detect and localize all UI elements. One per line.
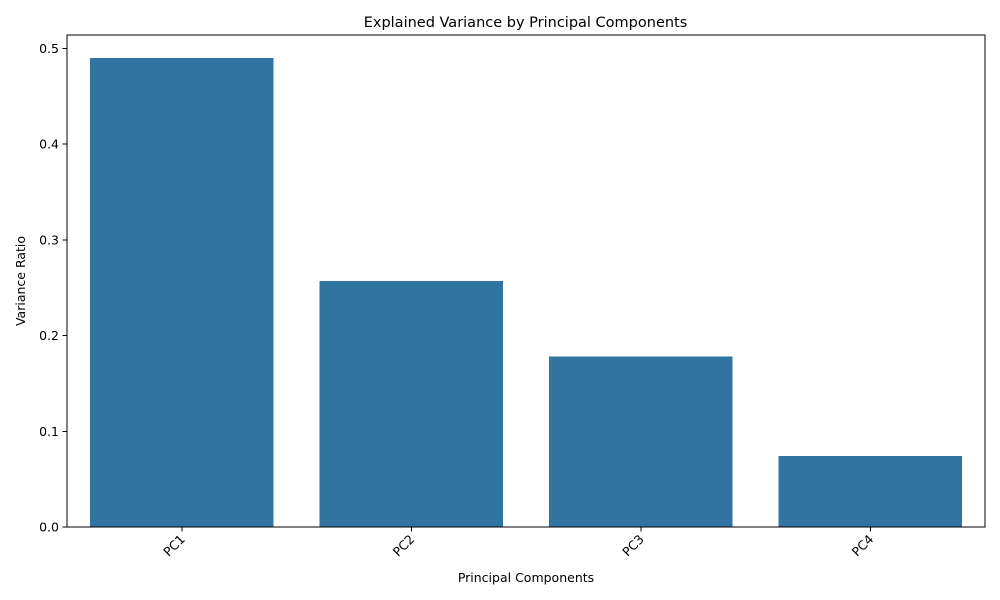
bar-pc4 (778, 456, 963, 527)
y-tick-label: 0.5 (39, 41, 59, 56)
x-tick-label: PC3 (619, 532, 647, 560)
y-tick-label: 0.3 (39, 232, 59, 247)
x-tick-label: PC1 (160, 532, 188, 560)
x-tick-label: PC2 (390, 532, 418, 560)
bar-pc1 (89, 57, 274, 527)
bars-group (89, 57, 963, 527)
x-axis-label: Principal Components (458, 570, 594, 585)
bar-pc3 (548, 356, 733, 527)
y-tick-label: 0.2 (39, 328, 59, 343)
x-tick-label: PC4 (849, 531, 877, 559)
y-tick-label: 0.0 (39, 520, 59, 535)
x-axis-ticks: PC1 PC2 PC3 PC4 (160, 527, 876, 559)
plot-frame (66, 34, 986, 528)
y-tick-label: 0.1 (39, 424, 59, 439)
y-tick-label: 0.4 (39, 137, 59, 152)
chart-title: Explained Variance by Principal Componen… (364, 15, 688, 31)
y-axis-label: Variance Ratio (13, 236, 28, 326)
y-axis-ticks: 0.0 0.1 0.2 0.3 0.4 0.5 (39, 41, 67, 535)
bar-pc2 (319, 281, 504, 527)
